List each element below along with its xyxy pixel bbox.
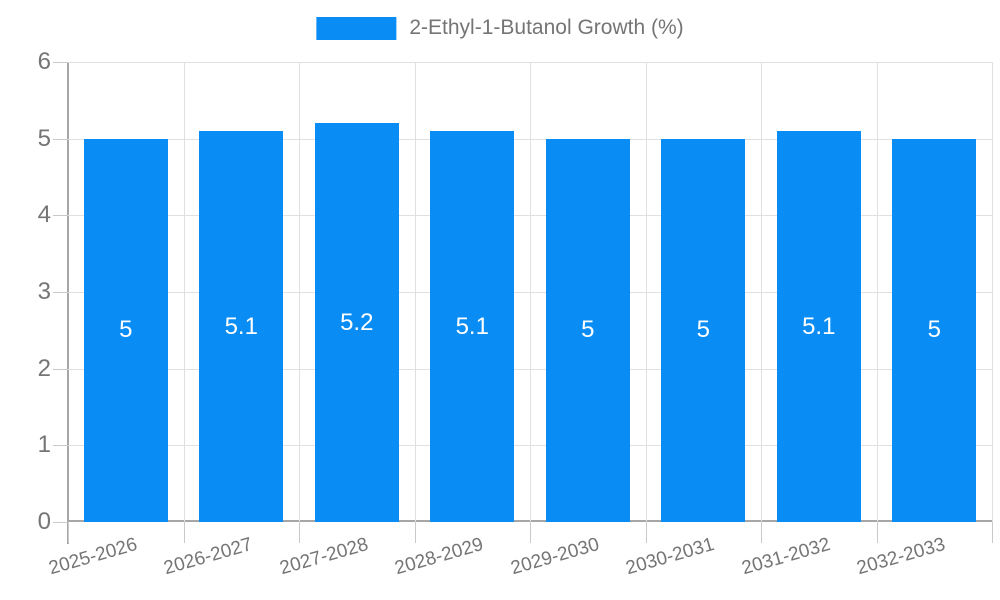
x-axis-tick-label: 2031-2032 xyxy=(739,534,833,580)
bar-value-label: 5 xyxy=(927,316,941,344)
y-axis-tick xyxy=(53,522,68,523)
x-axis-tick xyxy=(761,522,762,543)
plot-area: 5 5.1 5.2 5.1 5 5 5.1 5 xyxy=(68,62,993,522)
bar[interactable]: 5 xyxy=(892,138,977,522)
y-axis-tick-label: 5 xyxy=(37,124,51,152)
y-axis-tick-label: 3 xyxy=(37,278,51,305)
vertical-gridline xyxy=(761,62,762,522)
x-axis-tick xyxy=(299,522,300,543)
x-axis-tick xyxy=(530,522,531,543)
bar-value-label: 5.1 xyxy=(802,312,836,340)
bar[interactable]: 5.2 xyxy=(314,123,399,522)
x-axis-tick xyxy=(645,522,647,543)
x-axis-tick-label: 2027-2028 xyxy=(277,534,371,580)
x-axis-tick-label: 2026-2027 xyxy=(161,534,256,580)
bar[interactable]: 5 xyxy=(661,138,746,522)
y-axis-tick-label: 6 xyxy=(37,48,51,75)
bar-value-label: 5.1 xyxy=(224,312,258,340)
x-axis-tick-label: 2030-2031 xyxy=(623,534,718,580)
vertical-gridline xyxy=(299,62,300,522)
x-axis-tick xyxy=(68,522,69,543)
bar[interactable]: 5.1 xyxy=(199,131,284,522)
y-axis-tick xyxy=(53,368,68,370)
y-axis-tick-label: 1 xyxy=(37,431,51,459)
x-axis-tick xyxy=(992,522,993,543)
legend-label: 2-Ethyl-1-Butanol Growth (%) xyxy=(409,16,684,39)
bar[interactable]: 5 xyxy=(83,138,168,522)
bar[interactable]: 5 xyxy=(545,138,630,522)
x-axis-tick-label: 2029-2030 xyxy=(508,534,602,580)
y-axis-tick-label: 0 xyxy=(37,508,51,535)
x-axis-tick-label: 2032-2033 xyxy=(854,534,949,580)
x-axis-tick xyxy=(414,522,416,543)
y-axis-tick xyxy=(53,445,68,447)
y-axis-tick-label: 2 xyxy=(37,354,51,382)
y-axis-tick xyxy=(53,138,68,140)
bar-value-label: 5.1 xyxy=(455,312,489,340)
x-axis-tick xyxy=(876,522,878,543)
y-axis-line xyxy=(67,62,69,544)
x-axis-tick xyxy=(183,522,185,543)
vertical-gridline xyxy=(414,62,416,522)
y-axis-tick-label: 4 xyxy=(37,201,51,229)
y-axis-tick xyxy=(53,292,68,293)
vertical-gridline xyxy=(876,62,878,522)
bar-value-label: 5.2 xyxy=(340,308,374,336)
legend-swatch xyxy=(316,16,397,40)
bar-value-label: 5 xyxy=(696,316,710,344)
bar-value-label: 5 xyxy=(119,316,133,344)
y-axis-tick xyxy=(53,215,68,217)
x-axis-tick-label: 2028-2029 xyxy=(392,534,487,580)
y-axis-tick xyxy=(53,62,68,63)
vertical-gridline xyxy=(183,62,185,522)
legend-item[interactable]: 2-Ethyl-1-Butanol Growth (%) xyxy=(316,16,684,40)
x-axis-tick-label: 2025-2026 xyxy=(46,534,140,580)
bar[interactable]: 5.1 xyxy=(430,131,515,522)
bar[interactable]: 5.1 xyxy=(776,131,861,522)
vertical-gridline xyxy=(530,62,531,522)
bar-value-label: 5 xyxy=(581,316,595,344)
vertical-gridline xyxy=(992,62,993,522)
vertical-gridline xyxy=(645,62,647,522)
